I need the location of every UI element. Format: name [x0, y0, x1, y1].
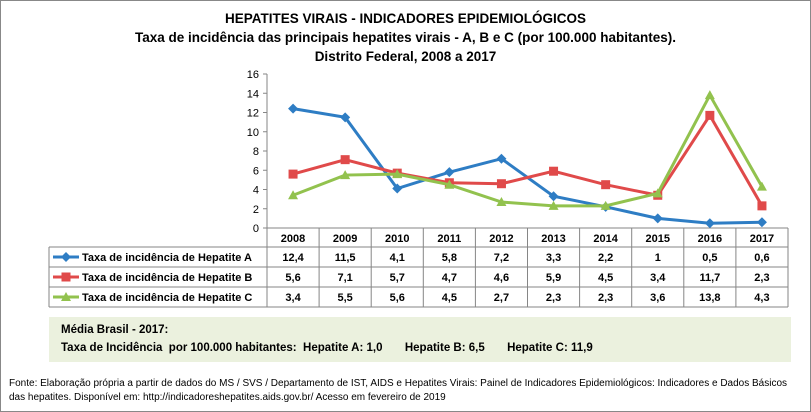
data-point [652, 188, 663, 198]
data-point [340, 155, 350, 165]
data-point [288, 103, 299, 114]
data-point [340, 112, 351, 123]
table-cell: 5,6 [285, 272, 300, 284]
x-category-label: 2009 [333, 233, 357, 245]
x-category-label: 2010 [385, 233, 409, 245]
data-point [288, 169, 298, 179]
table-cell: 5,5 [338, 292, 353, 304]
series-line [292, 92, 764, 208]
data-point [652, 213, 663, 224]
y-tick-label: 16 [247, 69, 259, 81]
y-tick-label: 10 [247, 127, 259, 139]
brazil-average-note: Média Brasil - 2017: Taxa de Incidência … [49, 317, 791, 362]
table-cell: 3,6 [650, 292, 665, 304]
table-cell: 4,1 [390, 252, 405, 264]
data-point [496, 153, 507, 164]
table-cell: 0,6 [754, 252, 769, 264]
table-cell: 13,8 [699, 292, 720, 304]
table-cell: 5,8 [442, 252, 457, 264]
y-tick-label: 12 [247, 108, 259, 120]
data-point [601, 180, 611, 190]
data-point [288, 190, 299, 200]
data-point [496, 179, 506, 189]
y-tick-label: 4 [253, 185, 259, 197]
data-point [549, 166, 559, 176]
data-point [444, 167, 455, 178]
legend-marker [61, 252, 71, 262]
table-cell: 3,3 [546, 252, 561, 264]
table-cell: 12,4 [282, 252, 304, 264]
data-point [756, 217, 767, 228]
x-category-label: 2013 [541, 233, 565, 245]
legend-marker [61, 272, 71, 282]
data-point [548, 191, 559, 202]
legend-label: Taxa de incidência de Hepatite B [82, 272, 252, 284]
table-cell: 2,3 [546, 292, 561, 304]
data-point [548, 200, 559, 210]
table-cell: 2,2 [598, 252, 613, 264]
table-cell: 11,5 [335, 252, 356, 264]
table-cell: 7,1 [338, 272, 353, 284]
chart-subtitle-2: Distrito Federal, 2008 a 2017 [314, 49, 497, 64]
x-category-label: 2014 [593, 233, 618, 245]
line-chart: 0 2 4 6 8 10 12 14 16 2008 2009 2010 2011 2012 2013 201… [48, 69, 789, 308]
y-tick-label: 6 [253, 165, 259, 177]
data-point [496, 197, 507, 207]
table-cell: 3,4 [650, 272, 666, 284]
data-point [392, 183, 403, 194]
data-point [704, 218, 715, 229]
data-point [444, 179, 455, 189]
table-cell: 1 [655, 252, 661, 264]
y-tick-label: 2 [253, 204, 259, 216]
x-category-label: 2016 [698, 233, 722, 245]
table-cell: 5,6 [390, 292, 405, 304]
x-category-label: 2012 [489, 233, 513, 245]
y-tick-label: 14 [247, 88, 259, 100]
table-cell: 7,2 [494, 252, 509, 264]
data-point [705, 110, 715, 120]
chart-subtitle: Taxa de incidência das principais hepati… [135, 30, 676, 45]
legend-label: Taxa de incidência de Hepatite C [82, 292, 252, 304]
y-tick-label: 8 [253, 146, 259, 158]
table-cell: 4,5 [442, 292, 457, 304]
table-cell: 4,6 [494, 272, 509, 284]
data-point [600, 200, 611, 210]
table-cell: 5,9 [546, 272, 561, 284]
series-line [292, 112, 764, 207]
chart-title: HEPATITES VIRAIS - INDICADORES EPIDEMIOL… [224, 11, 587, 26]
table-cell: 0,5 [702, 252, 717, 264]
table-cell: 4,7 [442, 272, 457, 284]
table-cell: 4,5 [598, 272, 613, 284]
table-cell: 5,7 [390, 272, 405, 284]
table-cell: 3,4 [285, 292, 301, 304]
data-point [392, 169, 403, 179]
x-category-label: 2015 [646, 233, 670, 245]
legend-marker [61, 292, 71, 301]
table-cell: 2,7 [494, 292, 509, 304]
legend-label: Taxa de incidência de Hepatite A [82, 252, 252, 264]
table-cell: 2,3 [754, 272, 769, 284]
x-category-label: 2017 [750, 233, 774, 245]
data-point [757, 201, 767, 211]
source-text: Fonte: Elaboração própria a partir de da… [9, 378, 788, 403]
y-tick-label: 0 [253, 223, 259, 235]
note-values: Taxa de Incidência por 100.000 habitante… [61, 342, 593, 354]
table-cell: 11,7 [699, 272, 720, 284]
data-point [340, 170, 351, 180]
data-point [704, 90, 715, 100]
x-category-label: 2011 [437, 233, 461, 245]
table-cell: 2,3 [598, 292, 613, 304]
data-point [756, 181, 767, 191]
x-category-label: 2008 [281, 233, 305, 245]
note-heading: Média Brasil - 2017: [61, 324, 169, 336]
table-cell: 4,3 [754, 292, 769, 304]
